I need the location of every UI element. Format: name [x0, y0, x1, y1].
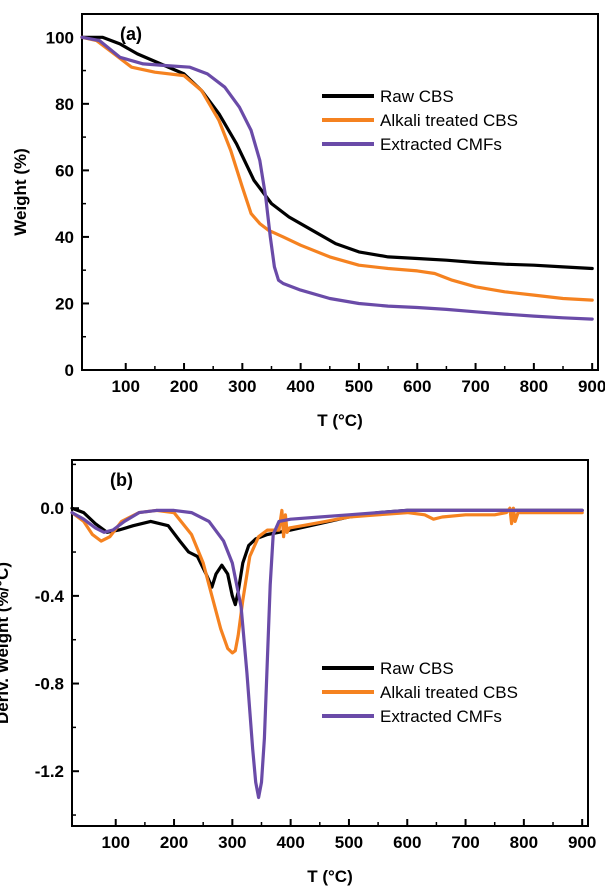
x-tick-label: 800	[520, 377, 548, 396]
panel-label-b: (b)	[110, 470, 133, 490]
x-tick-label: 900	[568, 833, 596, 852]
series-line-alkali-treated-cbs	[70, 506, 584, 655]
series-line-alkali-treated-cbs	[80, 35, 594, 302]
x-ticks-a: 100 200 300 400 500 600 700 800 900	[112, 363, 605, 396]
y-axis-label-a: Weight (%)	[11, 148, 30, 236]
series-line-extracted-cmfs	[70, 508, 584, 800]
x-tick-label: 500	[345, 377, 373, 396]
y-tick-label: -0.8	[35, 675, 64, 694]
y-ticks-b: 0.0 -0.4 -0.8 -1.2	[35, 463, 79, 816]
y-tick-label: 40	[55, 228, 74, 247]
x-tick-label: 500	[335, 833, 363, 852]
y-tick-label: -1.2	[35, 762, 64, 781]
legend-label-cmfs-b: Extracted CMFs	[380, 707, 502, 726]
y-tick-label: 80	[55, 95, 74, 114]
y-axis-label-b: Deriv. Weight (%/°C)	[0, 562, 12, 724]
x-tick-label: 200	[160, 833, 188, 852]
plot-frame-a	[81, 13, 599, 371]
panel-label-a: (a)	[120, 24, 142, 44]
legend-a: Raw CBS Alkali treated CBS Extracted CMF…	[322, 87, 518, 154]
x-tick-label: 100	[112, 377, 140, 396]
x-ticks-b: 100 200 300 400 500 600 700 800 900	[102, 819, 596, 852]
legend-label-cmfs-a: Extracted CMFs	[380, 135, 502, 154]
x-axis-label-b: T (°C)	[307, 867, 353, 886]
legend-label-raw-cbs-a: Raw CBS	[380, 87, 454, 106]
x-tick-label: 900	[578, 377, 605, 396]
legend-label-alkali-a: Alkali treated CBS	[380, 111, 518, 130]
series-line-raw-cbs	[80, 35, 594, 271]
legend-label-alkali-b: Alkali treated CBS	[380, 683, 518, 702]
x-tick-label: 400	[286, 377, 314, 396]
y-tick-label: 60	[55, 161, 74, 180]
y-tick-label: 0.0	[40, 499, 64, 518]
plot-frame-b	[71, 459, 589, 827]
y-tick-label: 100	[46, 28, 74, 47]
panel-b-dtg: 100 200 300 400 500 600 700 800 900 0.0 -0.4 -0.8 -…	[0, 459, 596, 886]
x-tick-label: 700	[451, 833, 479, 852]
x-tick-label: 700	[461, 377, 489, 396]
x-tick-label: 100	[102, 833, 130, 852]
y-tick-label: -0.4	[35, 587, 65, 606]
x-tick-label: 400	[276, 833, 304, 852]
x-axis-label-a: T (°C)	[317, 411, 363, 430]
y-ticks-a: 0 20 40 60 80 100	[46, 28, 89, 380]
series-line-extracted-cmfs	[80, 35, 594, 321]
x-tick-label: 800	[510, 833, 538, 852]
x-tick-label: 600	[403, 377, 431, 396]
x-tick-label: 300	[218, 833, 246, 852]
panel-a-tga: 100 200 300 400 500 600 700 800 900 0 20 40 60 80 100…	[11, 13, 605, 430]
x-tick-label: 300	[228, 377, 256, 396]
y-tick-label: 20	[55, 294, 74, 313]
y-tick-label: 0	[65, 361, 74, 380]
legend-label-raw-cbs-b: Raw CBS	[380, 659, 454, 678]
x-tick-label: 200	[170, 377, 198, 396]
series-group-a	[80, 35, 594, 321]
legend-b: Raw CBS Alkali treated CBS Extracted CMF…	[322, 659, 518, 726]
series-group-b	[70, 506, 584, 800]
x-tick-label: 600	[393, 833, 421, 852]
